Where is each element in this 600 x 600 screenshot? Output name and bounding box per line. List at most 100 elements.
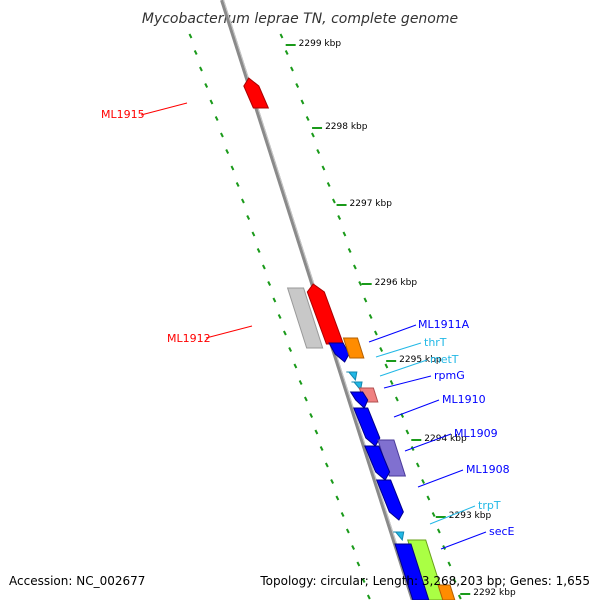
- inner-tick-track: [282, 330, 287, 336]
- label-leader-ml1908: [417, 469, 464, 488]
- gene-label-thrt: thrT: [424, 336, 447, 349]
- gene-label-sece: secE: [489, 525, 515, 538]
- inner-tick-track: [314, 429, 319, 435]
- outer-tick-track: [452, 578, 457, 583]
- outer-tick-track: [342, 231, 347, 237]
- outer-tick-track: [284, 50, 289, 55]
- outer-tick-track: [305, 116, 310, 121]
- outer-tick-track: [421, 479, 426, 484]
- gene-trpt: [393, 531, 405, 542]
- outer-tick-track: [379, 347, 384, 352]
- kbp-tick-label: 2294 kbp: [424, 434, 467, 444]
- kbp-tick-label: 2295 kbp: [399, 355, 442, 365]
- inner-tick-track: [277, 314, 282, 319]
- inner-tick-track: [256, 248, 261, 253]
- outer-tick-track: [447, 561, 452, 567]
- inner-tick-track: [319, 446, 324, 451]
- inner-tick-track: [209, 99, 214, 105]
- label-leader-ml1915: [140, 102, 188, 116]
- outer-tick-track: [457, 594, 462, 600]
- inner-tick-track: [298, 380, 303, 385]
- outer-tick-track: [368, 314, 373, 319]
- outer-tick-track: [436, 528, 441, 534]
- outer-tick-track: [295, 83, 300, 88]
- label-leader-ml1909: [404, 433, 452, 452]
- inner-tick-track: [303, 396, 308, 402]
- inner-tick-track: [272, 297, 277, 303]
- gene-label-rpmg: rpmG: [434, 369, 465, 382]
- inner-tick-track: [188, 33, 193, 39]
- gene-orange-2: [437, 584, 456, 600]
- outer-tick-track: [279, 33, 284, 39]
- inner-tick-track: [267, 281, 272, 286]
- gene-ml1912-grey: [286, 287, 324, 349]
- outer-tick-track: [431, 512, 436, 517]
- gene-ml1915: [243, 77, 270, 109]
- inner-tick-track: [351, 545, 355, 550]
- gene-label-ml1910: ML1910: [442, 393, 486, 406]
- inner-tick-track: [214, 116, 219, 121]
- outer-tick-track: [326, 182, 331, 187]
- inner-tick-track: [335, 495, 340, 501]
- gene-label-mett: metT: [430, 353, 459, 366]
- gene-ml1909: [364, 445, 391, 481]
- inner-tick-track: [220, 132, 224, 138]
- outer-tick-track: [415, 462, 420, 468]
- inner-tick-track: [361, 578, 366, 583]
- inner-tick-track: [309, 413, 314, 418]
- kbp-tick-label: 2292 kbp: [473, 588, 516, 598]
- inner-tick-track: [324, 462, 329, 468]
- outer-tick-track: [384, 363, 389, 369]
- gene-label-trpt: trpT: [478, 499, 501, 512]
- outer-tick-track: [316, 149, 321, 154]
- inner-tick-track: [241, 198, 245, 204]
- kbp-tick-label: 2297 kbp: [350, 199, 393, 209]
- outer-tick-track: [290, 66, 294, 72]
- map-title: Mycobacterium leprae TN, complete genome: [142, 11, 458, 27]
- label-leader-ml1912: [205, 325, 253, 339]
- inner-tick-track: [330, 479, 335, 484]
- label-leader-rpmg: [383, 375, 432, 389]
- gene-rpmg: [349, 391, 369, 409]
- gene-thrt: [346, 371, 358, 382]
- gene-label-ml1908: ML1908: [466, 463, 510, 476]
- outer-tick-track: [363, 297, 368, 303]
- inner-tick-track: [356, 561, 361, 567]
- inner-tick-track: [262, 264, 266, 270]
- label-leader-ml1910: [393, 399, 440, 418]
- gene-ml1911a: [328, 342, 350, 363]
- inner-tick-track: [230, 165, 235, 171]
- outer-tick-track: [389, 380, 394, 385]
- inner-tick-track: [246, 215, 251, 220]
- gene-ml1910: [353, 407, 381, 447]
- map-layer: 2299 kbp 2298 kbp 2297 kbp 2296 kbp 2295 kbp…: [101, 0, 516, 600]
- outer-tick-track: [426, 495, 431, 501]
- label-leader-ml1911a: [368, 324, 417, 343]
- outer-tick-track: [337, 215, 342, 220]
- inner-tick-track: [345, 528, 350, 534]
- gene-label-ml1911a: ML1911A: [418, 318, 470, 331]
- outer-tick-track: [405, 429, 410, 435]
- outer-tick-track: [358, 281, 363, 286]
- outer-tick-track: [321, 165, 326, 171]
- gene-ml1908: [375, 479, 404, 521]
- outer-tick-track: [311, 132, 315, 138]
- inner-tick-track: [293, 363, 298, 369]
- outer-tick-track: [332, 198, 336, 204]
- outer-tick-track: [353, 264, 357, 270]
- outer-tick-track: [347, 248, 352, 253]
- outer-tick-track: [373, 330, 378, 336]
- inner-tick-track: [225, 149, 230, 154]
- gene-orange-1: [342, 337, 365, 359]
- kbp-tick-label: 2299 kbp: [299, 39, 342, 49]
- inner-tick-track: [193, 50, 198, 55]
- kbp-tick-label: 2298 kbp: [325, 122, 368, 132]
- label-leader-sece: [440, 531, 487, 550]
- gene-label-ml1915: ML1915: [101, 108, 145, 121]
- kbp-tick-label: 2293 kbp: [449, 511, 492, 521]
- label-leader-mett: [379, 359, 428, 377]
- outer-tick-track: [394, 396, 399, 402]
- gene-label-ml1912: ML1912: [167, 332, 211, 345]
- kbp-tick-label: 2296 kbp: [375, 278, 418, 288]
